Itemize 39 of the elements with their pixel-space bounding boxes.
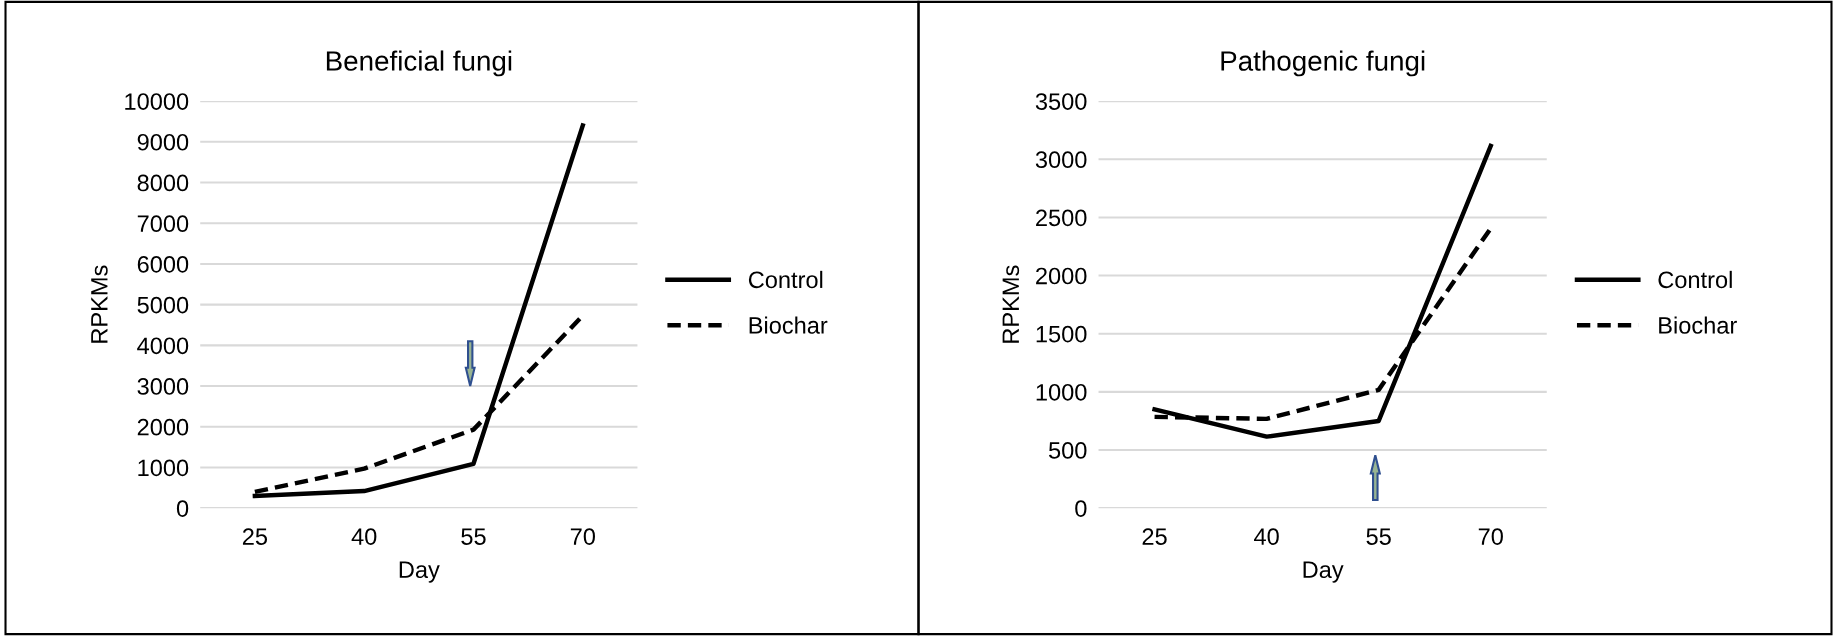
x-tick-label: 55 [1366, 528, 1391, 545]
x-tick-label: 55 [461, 528, 486, 545]
x-tick-label: 40 [1254, 528, 1279, 545]
y-tick-label: 1500 [1036, 325, 1087, 343]
y-tick-label: 1000 [138, 459, 189, 477]
y-tick-label: 9000 [137, 133, 189, 151]
x-tick-label: 25 [242, 528, 268, 545]
y-axis-title: RPKMs [91, 265, 108, 343]
y-tick-label: 1000 [1036, 383, 1087, 401]
y-tick-label: 4000 [137, 337, 189, 355]
x-tick-label: 40 [351, 528, 377, 545]
x-tick-label: 70 [570, 528, 595, 545]
legend-label: Control [748, 270, 823, 289]
line-series [1152, 143, 1493, 439]
y-tick-label: 3000 [1035, 151, 1087, 169]
y-tick-label: 2500 [1036, 209, 1087, 227]
y-tick-label: 0 [176, 500, 189, 517]
chart-title: Pathogenic fungi [1221, 50, 1425, 77]
line-series [252, 123, 586, 499]
y-tick-label: 7000 [137, 215, 189, 233]
y-tick-label: 0 [1075, 500, 1087, 517]
y-tick-label: 5000 [137, 296, 189, 314]
x-tick-label: 25 [1142, 528, 1167, 545]
y-tick-label: 3000 [137, 378, 189, 395]
legend-label: Biochar [749, 316, 828, 334]
y-tick-label: 2000 [137, 418, 189, 436]
x-tick-label: 70 [1478, 528, 1503, 545]
chart-title: Beneficial fungi [326, 50, 512, 77]
y-tick-label: 10000 [125, 93, 189, 110]
legend-label: Biochar [1659, 316, 1737, 334]
y-tick-label: 3500 [1035, 93, 1087, 110]
y-axis-title: RPKMs [1002, 265, 1020, 343]
legend-label: Control [1658, 270, 1732, 289]
y-tick-label: 2000 [1036, 267, 1087, 285]
y-tick-label: 6000 [137, 256, 189, 273]
x-axis-title: Day [1303, 561, 1344, 583]
y-tick-label: 500 [1048, 442, 1087, 459]
x-axis-title: Day [399, 561, 440, 583]
y-tick-label: 8000 [137, 174, 189, 192]
